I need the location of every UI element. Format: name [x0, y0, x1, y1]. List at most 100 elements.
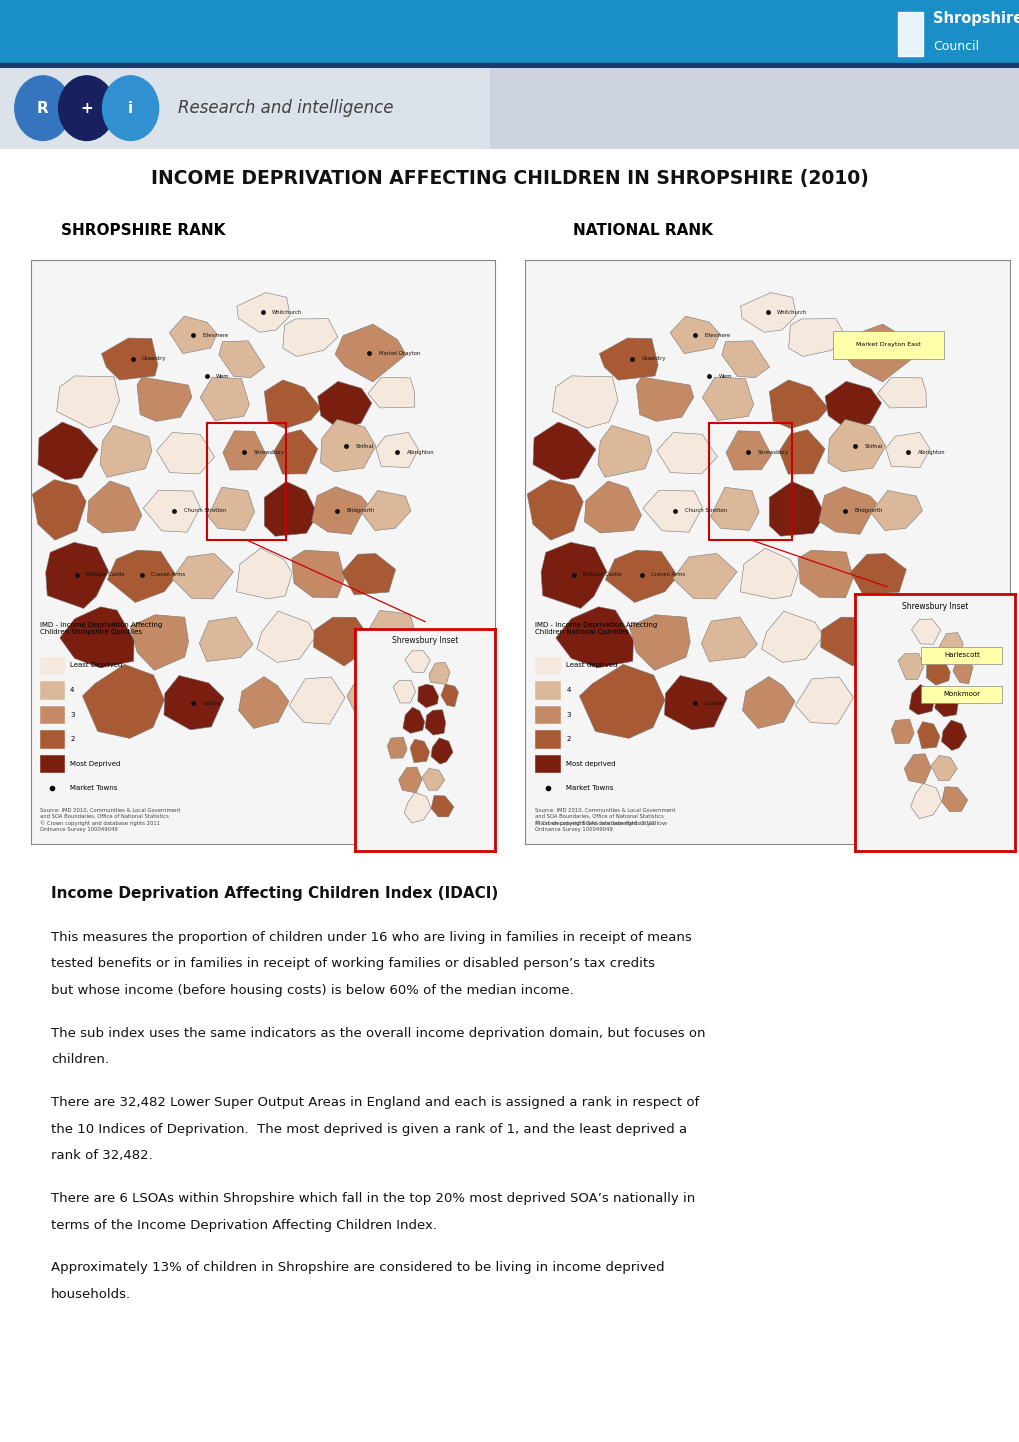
Polygon shape	[320, 420, 375, 472]
Text: Wem: Wem	[718, 373, 732, 379]
Polygon shape	[636, 376, 693, 421]
Ellipse shape	[15, 76, 71, 140]
Bar	[535, 681, 559, 699]
Polygon shape	[236, 548, 291, 598]
Polygon shape	[656, 433, 716, 474]
Polygon shape	[418, 684, 438, 708]
Polygon shape	[721, 340, 769, 378]
Polygon shape	[376, 433, 418, 467]
Polygon shape	[673, 554, 737, 598]
Bar	[40, 656, 64, 675]
Polygon shape	[768, 379, 827, 428]
Ellipse shape	[59, 76, 115, 140]
Polygon shape	[422, 769, 444, 790]
Text: Albrighton: Albrighton	[917, 450, 945, 454]
Polygon shape	[669, 316, 719, 353]
Bar	[40, 705, 64, 724]
Polygon shape	[740, 293, 796, 332]
Text: Shrewsbury: Shrewsbury	[253, 450, 284, 454]
Polygon shape	[368, 378, 415, 408]
Polygon shape	[387, 737, 407, 758]
Bar	[709, 423, 791, 539]
Polygon shape	[952, 658, 972, 684]
Text: tested benefits or in families in receipt of working families or disabled person: tested benefits or in families in receip…	[51, 957, 654, 970]
Polygon shape	[289, 676, 344, 724]
Polygon shape	[533, 423, 595, 480]
Polygon shape	[398, 767, 422, 793]
Polygon shape	[317, 381, 372, 431]
Polygon shape	[156, 433, 214, 474]
Text: terms of the Income Deprivation Affecting Children Index.: terms of the Income Deprivation Affectin…	[51, 1218, 436, 1231]
Bar	[535, 656, 559, 675]
Text: Council: Council	[932, 39, 978, 52]
Polygon shape	[875, 610, 927, 656]
Polygon shape	[897, 653, 923, 679]
Polygon shape	[223, 431, 266, 470]
Text: Church Stretton: Church Stretton	[685, 508, 727, 513]
Polygon shape	[88, 482, 142, 534]
Polygon shape	[410, 740, 429, 763]
Text: Most deprived: Most deprived	[566, 760, 615, 767]
Polygon shape	[143, 490, 200, 532]
Polygon shape	[362, 490, 411, 531]
Polygon shape	[930, 756, 957, 780]
Polygon shape	[663, 675, 727, 730]
Text: Least Deprived: Least Deprived	[70, 662, 122, 669]
Bar	[535, 705, 559, 724]
Polygon shape	[925, 658, 950, 685]
Text: Market Drayton East: Market Drayton East	[856, 342, 920, 348]
Polygon shape	[824, 381, 880, 431]
Polygon shape	[552, 376, 618, 428]
Polygon shape	[742, 676, 794, 728]
Polygon shape	[768, 482, 824, 536]
Text: the 10 Indices of Deprivation.  The most deprived is given a rank of 1, and the : the 10 Indices of Deprivation. The most …	[51, 1122, 687, 1135]
Polygon shape	[579, 665, 664, 738]
Polygon shape	[102, 337, 158, 381]
Text: Harlescott: Harlescott	[943, 652, 979, 659]
Polygon shape	[740, 548, 798, 598]
Text: Income Deprivation Affecting Children Index (IDACI): Income Deprivation Affecting Children In…	[51, 887, 497, 901]
Polygon shape	[169, 316, 217, 353]
Polygon shape	[341, 554, 395, 594]
Text: NATIONAL RANK: NATIONAL RANK	[572, 224, 712, 238]
Polygon shape	[56, 376, 119, 428]
Polygon shape	[100, 425, 152, 477]
Polygon shape	[199, 617, 253, 662]
Polygon shape	[843, 324, 916, 382]
Polygon shape	[779, 430, 824, 474]
Polygon shape	[392, 681, 415, 704]
Text: Shrewsbury: Shrewsbury	[757, 450, 789, 454]
Text: 2: 2	[566, 735, 571, 743]
Polygon shape	[941, 720, 966, 750]
Bar	[207, 423, 285, 539]
Text: Craven Arms: Craven Arms	[151, 572, 185, 577]
Text: The sub index uses the same indicators as the overall income deprivation domain,: The sub index uses the same indicators a…	[51, 1027, 705, 1040]
Polygon shape	[335, 324, 406, 382]
Polygon shape	[130, 614, 189, 671]
Polygon shape	[264, 379, 321, 428]
Polygon shape	[818, 487, 876, 535]
Polygon shape	[172, 554, 233, 598]
Text: 3: 3	[566, 711, 571, 718]
Polygon shape	[208, 487, 255, 531]
Text: Shifnal: Shifnal	[864, 444, 881, 448]
Polygon shape	[273, 430, 318, 474]
Bar	[897, 12, 922, 56]
Text: Shrewsbury Inset: Shrewsbury Inset	[391, 636, 458, 645]
Polygon shape	[60, 607, 133, 668]
Text: rank of 32,482.: rank of 32,482.	[51, 1149, 153, 1162]
Text: Oswestry: Oswestry	[142, 356, 166, 362]
Polygon shape	[555, 607, 633, 668]
Text: Bishops Castle: Bishops Castle	[87, 572, 124, 577]
Polygon shape	[200, 378, 249, 421]
Text: children.: children.	[51, 1053, 109, 1066]
Polygon shape	[264, 482, 318, 536]
Text: +: +	[81, 101, 93, 115]
Polygon shape	[855, 675, 901, 718]
Text: IMD - Income Deprivation Affecting
Children National Quintiles: IMD - Income Deprivation Affecting Child…	[535, 622, 656, 634]
Text: Ludlow: Ludlow	[202, 701, 220, 707]
Polygon shape	[599, 337, 657, 381]
Text: Craven Arms: Craven Arms	[651, 572, 685, 577]
Polygon shape	[597, 425, 651, 477]
Polygon shape	[702, 378, 753, 421]
